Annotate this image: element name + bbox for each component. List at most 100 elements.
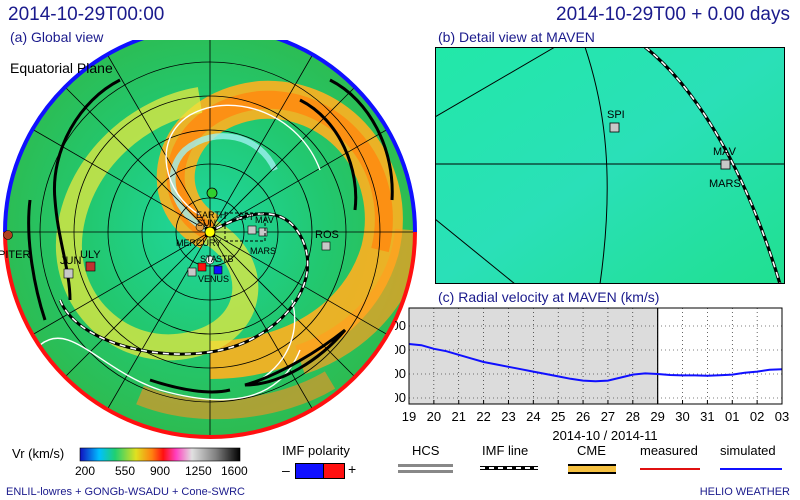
vr-tick: 200 [75, 464, 96, 478]
spi-label: SPI [238, 212, 253, 222]
series-line-simulated [408, 343, 783, 383]
sta-label: STA [200, 254, 217, 264]
x-tick-label: 27 [601, 409, 615, 424]
mercury-label: MERCURY [176, 238, 221, 248]
hcs-legend-swatch-2 [398, 470, 453, 473]
x-tick-label: 31 [700, 409, 714, 424]
imf-negative-swatch [295, 463, 325, 479]
x-tick-label: 23 [501, 409, 515, 424]
x-tick-label: 21 [451, 409, 465, 424]
outer-stream-south [136, 371, 336, 420]
y-tick-label: 400 [395, 366, 406, 381]
global-view-label: (a) Global view [10, 29, 104, 45]
hcs-dash [59, 212, 309, 355]
venus-marker [205, 255, 215, 265]
jun-label: JUN [60, 255, 81, 267]
north-rim [3, 40, 417, 233]
equatorial-plane-label: Equatorial Plane [10, 60, 113, 76]
jun-marker [63, 268, 74, 279]
radial-velocity-label: (c) Radial velocity at MAVEN (km/s) [438, 289, 660, 305]
jupiter-label: PITER [0, 249, 30, 261]
detail-mars-label: MARS [709, 178, 741, 190]
x-tick-label: 19 [402, 409, 416, 424]
vr-colorbar [79, 447, 241, 462]
venus-probe-marker [187, 267, 197, 277]
y-tick-label: 200 [395, 390, 406, 405]
simulated-legend-label: simulated [720, 443, 776, 458]
venus-label: VENUS [198, 274, 229, 284]
detail-mav-label: MAV [713, 146, 737, 158]
x-tick-label: 26 [576, 409, 590, 424]
jupiter-marker [3, 230, 13, 240]
detail-hcs-dash [644, 47, 781, 284]
cme-legend-label: CME [577, 443, 606, 458]
x-tick-label: 29 [650, 409, 664, 424]
stb-label: STB [216, 254, 234, 264]
measured-legend-swatch [640, 468, 700, 470]
x-tick-label: 28 [626, 409, 640, 424]
sun-marker [204, 226, 216, 238]
uly-label: ULY [80, 249, 101, 261]
ros-label: ROS [315, 229, 339, 241]
vr-tick: 900 [150, 464, 171, 478]
imf-line-legend-swatch [480, 466, 538, 470]
y-tick-label: 600 [395, 342, 406, 357]
maven-marker [258, 227, 268, 237]
high-speed-stream-core [166, 90, 393, 253]
forecast-offset-title: 2014-10-29T00 + 0.00 days [556, 4, 790, 25]
mav-label: MAV [255, 215, 274, 225]
imf-positive-swatch [323, 463, 345, 479]
mercury-marker [195, 222, 205, 232]
model-footer: ENLIL-lowres + GONGb-WSADU + Cone-SWRC [6, 486, 245, 498]
imf-plus-label: + [348, 461, 357, 477]
ros-marker [321, 241, 331, 251]
sun-label: SUN [197, 218, 216, 228]
vr-tick: 1250 [185, 464, 212, 478]
sta-marker [197, 262, 207, 272]
x-tick-label: 02 [750, 409, 764, 424]
timestamp-title: 2014-10-29T00:00 [8, 4, 165, 25]
hcs-legend-label: HCS [412, 443, 440, 458]
x-tick-label: 24 [526, 409, 540, 424]
vr-tick: 1600 [221, 464, 248, 478]
cme-legend-swatch [568, 464, 616, 474]
outer-stream [294, 228, 415, 375]
spi-marker [247, 225, 257, 235]
chart-frame [408, 307, 783, 405]
secondary-stream [55, 87, 259, 361]
vr-legend-label: Vr (km/s) [12, 446, 65, 461]
imf-line-legend-label: IMF line [482, 443, 529, 458]
detail-spi-marker [609, 122, 620, 133]
stb-marker [213, 265, 223, 275]
detail-frame [435, 47, 785, 284]
x-tick-label: 20 [427, 409, 441, 424]
x-tick-label: 25 [551, 409, 565, 424]
imf-polarity-label: IMF polarity [282, 443, 350, 458]
x-tick-label: 03 [775, 409, 789, 424]
uly-marker [85, 261, 96, 272]
detail-view-plot: SPI MAV MARS [435, 47, 785, 284]
detail-spi-label: SPI [607, 109, 625, 121]
radial-velocity-chart: 19 20 21 22 23 24 25 26 27 28 29 30 31 01 02 03 200 400 60… [395, 307, 789, 443]
detail-view-label: (b) Detail view at MAVEN [438, 29, 595, 45]
mars-label: MARS [250, 246, 276, 256]
x-tick-label: 22 [476, 409, 490, 424]
x-tick-label: 30 [675, 409, 689, 424]
measured-legend-label: measured [640, 443, 698, 458]
global-view-plot: EARTH SUN MERCURY VENUS SPI MAV MARS STA… [0, 40, 417, 439]
brand-footer: HELIO WEATHER [699, 486, 790, 498]
y-tick-label: 800 [395, 318, 406, 333]
south-rim [3, 231, 417, 439]
imf-minus-label: – [282, 462, 290, 478]
earth-label: EARTH [196, 210, 226, 220]
chart-xlabel: 2014-10 / 2014-11 [552, 428, 657, 443]
earth-marker [206, 187, 218, 199]
simulated-legend-swatch [720, 468, 782, 470]
detail-box [224, 212, 266, 242]
vr-tick: 550 [115, 464, 136, 478]
detail-mav-marker [720, 159, 731, 170]
imf-lines [39, 104, 321, 401]
hcs-legend-swatch [398, 464, 453, 467]
slow-wind-band [169, 133, 278, 235]
x-tick-label: 01 [725, 409, 739, 424]
